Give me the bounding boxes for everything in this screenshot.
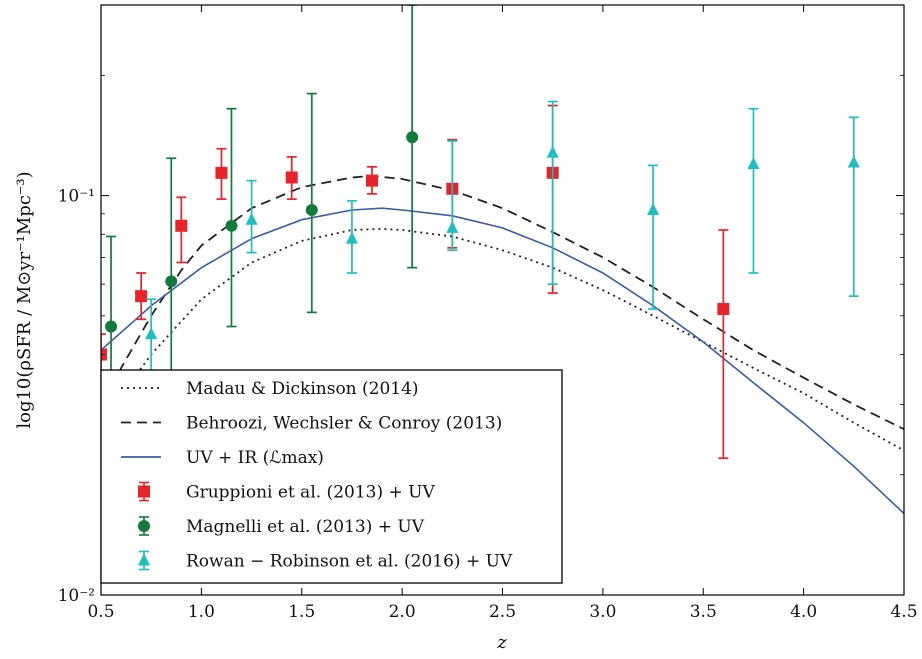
- marker: [105, 320, 118, 333]
- x-axis-label: z: [496, 632, 507, 653]
- rowan-point: [546, 100, 559, 286]
- marker: [215, 166, 228, 179]
- gruppioni-point: [717, 229, 730, 460]
- rowan-point: [647, 164, 660, 310]
- marker: [847, 155, 860, 168]
- data-points: [101, 5, 860, 460]
- marker: [285, 171, 298, 184]
- legend-label: Rowan − Robinson et al. (2016) + UV: [186, 552, 513, 572]
- legend-item-magnelli: Magnelli et al. (2013) + UV: [138, 516, 425, 537]
- legend-label: Behroozi, Wechsler & Conroy (2013): [186, 414, 502, 434]
- x-tick-label: 4.5: [890, 602, 917, 622]
- marker: [717, 303, 730, 316]
- curve-madau: [101, 227, 904, 452]
- marker: [546, 145, 559, 158]
- marker: [165, 275, 178, 288]
- magnelli-point: [165, 157, 178, 384]
- legend: Madau & Dickinson (2014) Behroozi, Wechsl…: [100, 369, 563, 584]
- rowan-point: [847, 116, 860, 298]
- legend-marker: [138, 485, 150, 498]
- legend-item-madau: Madau & Dickinson (2014): [121, 379, 419, 399]
- marker: [305, 204, 318, 217]
- model-curves: [101, 174, 904, 515]
- curve-uvir: [101, 207, 904, 515]
- legend-marker: [138, 520, 150, 532]
- marker: [225, 219, 238, 232]
- legend-marker: [138, 553, 150, 566]
- x-tick-label: 2.0: [389, 602, 416, 622]
- marker: [366, 174, 379, 187]
- rowan-point: [446, 140, 459, 252]
- magnelli-point: [225, 107, 238, 328]
- rowan-point: [245, 179, 258, 254]
- x-tick-label: 2.5: [489, 602, 516, 622]
- x-tick-label: 3.5: [690, 602, 717, 622]
- marker: [406, 131, 419, 144]
- marker: [175, 219, 188, 232]
- y-axis-label: log10(ρSFR / M⊙yr⁻¹Mpc⁻³): [14, 171, 35, 428]
- marker: [345, 231, 358, 244]
- marker: [135, 290, 148, 303]
- rowan-point: [747, 107, 760, 274]
- magnelli-point: [305, 92, 318, 314]
- marker: [647, 203, 660, 216]
- marker: [446, 220, 459, 233]
- gruppioni-point: [366, 166, 379, 195]
- gruppioni-point: [175, 196, 188, 264]
- rowan-point: [345, 200, 358, 274]
- x-tick-label: 0.5: [87, 602, 114, 622]
- legend-label: Madau & Dickinson (2014): [186, 379, 419, 399]
- gruppioni-point: [135, 272, 148, 321]
- marker: [245, 212, 258, 225]
- magnelli-point: [406, 5, 419, 269]
- legend-box: [100, 369, 563, 584]
- curve-behroozi: [101, 174, 904, 431]
- gruppioni-point: [285, 156, 298, 200]
- y-tick-label: 10⁻¹: [58, 187, 95, 207]
- y-tick-label: 10⁻²: [58, 586, 95, 606]
- legend-item-gruppioni: Gruppioni et al. (2013) + UV: [138, 481, 435, 503]
- legend-item-behroozi: Behroozi, Wechsler & Conroy (2013): [121, 414, 502, 434]
- legend-label: Magnelli et al. (2013) + UV: [186, 517, 425, 537]
- legend-label: Gruppioni et al. (2013) + UV: [186, 483, 435, 503]
- x-tick-label: 4.0: [790, 602, 817, 622]
- axes: 0.5 1.0 1.5 2.0 2.5 3.0 3.5 4.0 4.5 10⁻¹ 10⁻²: [58, 4, 918, 622]
- marker: [747, 156, 760, 169]
- legend-item-rowan: Rowan − Robinson et al. (2016) + UV: [138, 550, 513, 572]
- x-tick-label: 1.5: [288, 602, 315, 622]
- legend-label: UV + IR (ℒmax): [186, 448, 324, 468]
- x-tick-label: 3.0: [589, 602, 616, 622]
- marker: [145, 327, 158, 340]
- x-tick-label: 1.0: [188, 602, 215, 622]
- legend-item-uvir: UV + IR (ℒmax): [121, 448, 324, 468]
- gruppioni-point: [215, 147, 228, 200]
